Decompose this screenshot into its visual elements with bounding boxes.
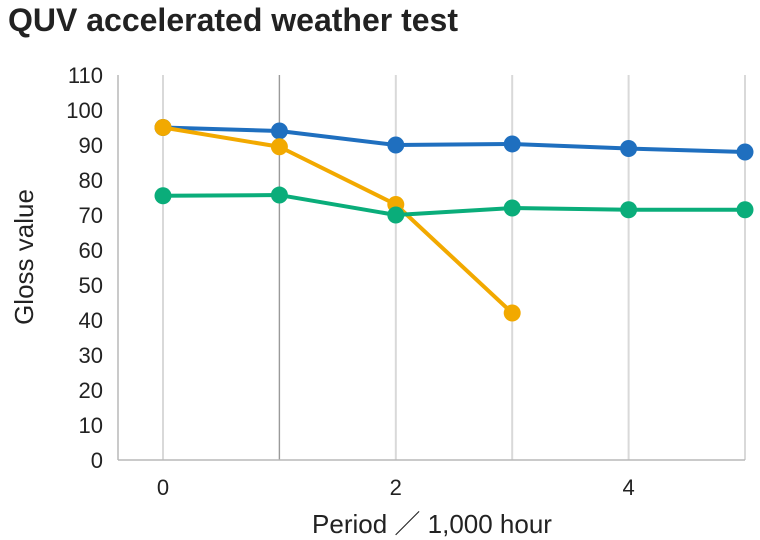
series-2 — [154, 119, 521, 322]
y-tick-label: 110 — [68, 63, 103, 88]
y-tick-label: 80 — [79, 168, 103, 193]
y-tick-label: 70 — [79, 203, 103, 228]
data-point — [387, 136, 405, 154]
y-tick-label: 100 — [66, 98, 103, 123]
tick-labels: 0 10 20 30 40 50 60 70 80 90 100 110 0 2 4 — [66, 63, 634, 500]
x-tick-label: 4 — [622, 475, 634, 500]
data-point — [154, 119, 172, 136]
x-tick-label: 2 — [390, 475, 402, 500]
x-axis-title: Period ／ 1,000 hour — [312, 509, 552, 539]
data-point — [620, 201, 638, 219]
data-point — [503, 199, 521, 217]
grid-lines — [162, 75, 746, 460]
series-3 — [154, 186, 754, 224]
series-line — [161, 125, 515, 315]
series-line — [161, 125, 747, 154]
data-point — [270, 138, 288, 156]
y-tick-label: 60 — [79, 238, 103, 263]
data-point — [270, 122, 288, 140]
series-line — [161, 193, 747, 217]
y-axis-title: Gloss value — [9, 189, 39, 325]
y-tick-label: 20 — [79, 378, 103, 403]
y-tick-label: 90 — [79, 133, 103, 158]
data-point — [387, 206, 405, 224]
data-point — [270, 186, 288, 204]
chart-title: QUV accelerated weather test — [8, 2, 458, 38]
y-tick-label: 50 — [79, 273, 103, 298]
y-tick-label: 0 — [91, 448, 103, 473]
data-point — [736, 143, 754, 161]
data-point — [503, 304, 521, 322]
y-tick-label: 30 — [79, 343, 103, 368]
series — [154, 119, 754, 322]
y-tick-label: 10 — [79, 413, 103, 438]
data-point — [736, 201, 754, 219]
axes — [117, 75, 745, 461]
data-point — [620, 140, 638, 157]
y-tick-label: 40 — [79, 308, 103, 333]
x-tick-label: 0 — [157, 475, 169, 500]
data-point — [154, 187, 172, 205]
data-point — [503, 135, 521, 153]
